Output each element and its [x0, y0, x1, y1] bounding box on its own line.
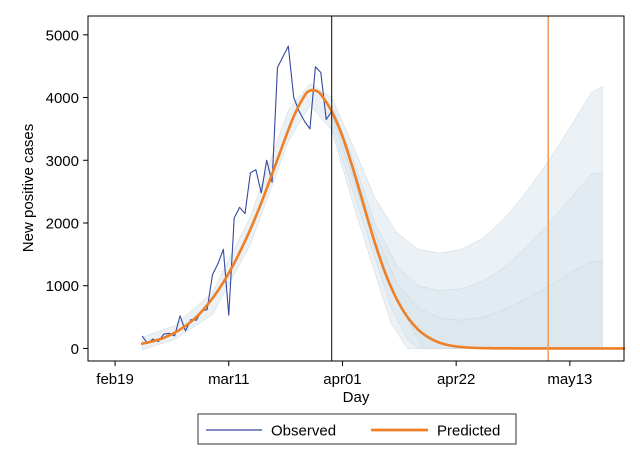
y-tick-label: 5000	[46, 27, 79, 44]
legend-predicted-label: Predicted	[437, 423, 500, 440]
y-tick-label: 0	[71, 341, 79, 358]
plot-frame	[87, 15, 625, 362]
legend-observed-label: Observed	[271, 423, 336, 440]
y-tick-label: 2000	[46, 216, 79, 233]
y-axis-label: New positive cases	[20, 124, 37, 252]
x-tick-label: apr01	[323, 371, 361, 388]
series-lines	[140, 45, 626, 350]
y-tick-label: 1000	[46, 278, 79, 295]
x-tick-label: apr22	[437, 371, 475, 388]
x-tick-label: may13	[547, 371, 592, 388]
x-tick-label: feb19	[96, 371, 134, 388]
legend: Observed Predicted	[197, 413, 517, 445]
y-tick-label: 3000	[46, 153, 79, 170]
reference-lines	[331, 16, 550, 361]
y-tick-label: 4000	[46, 90, 79, 107]
x-tick-label: mar11	[208, 371, 249, 388]
x-axis-label: Day	[343, 389, 370, 406]
axes: 0 1000 2000 3000 4000 5000 feb19 mar11 apr01 apr2…	[46, 27, 593, 388]
observed-series-line	[141, 45, 333, 344]
legend-box	[197, 413, 517, 445]
predicted-series-line	[140, 88, 626, 350]
